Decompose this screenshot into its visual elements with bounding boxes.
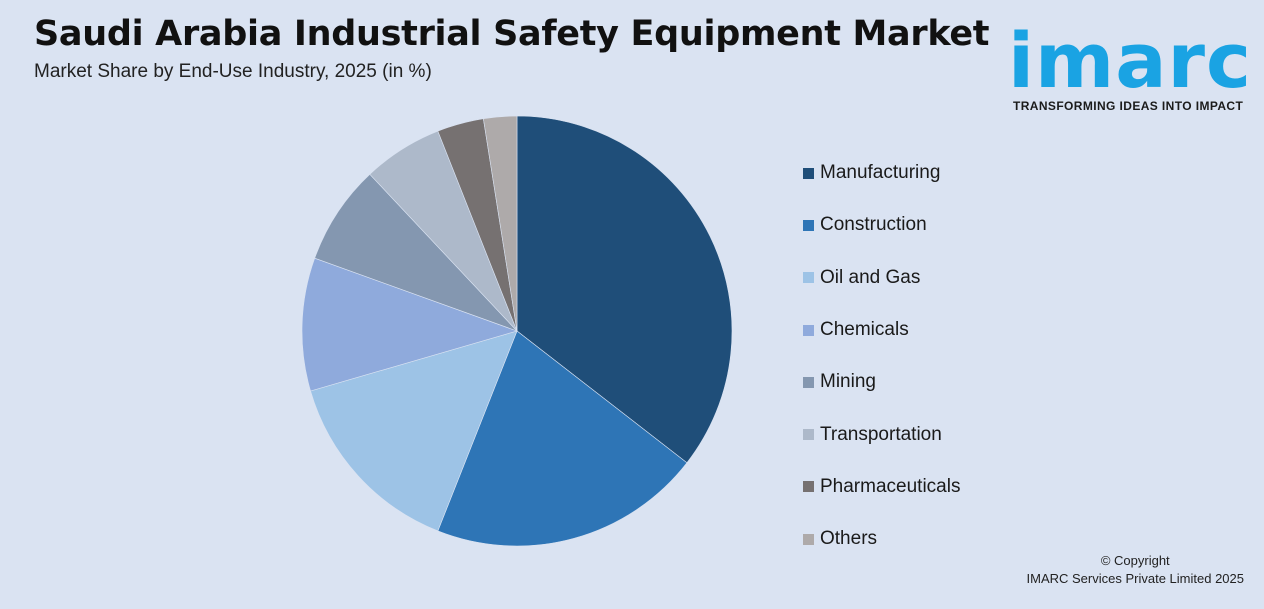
legend-item-manufacturing: Manufacturing bbox=[803, 147, 960, 199]
legend-swatch bbox=[803, 376, 814, 388]
legend-swatch bbox=[803, 272, 814, 284]
pie-slice-chemicals bbox=[301, 257, 518, 392]
legend-label: Construction bbox=[820, 214, 927, 236]
legend-label: Others bbox=[820, 528, 878, 550]
legend-swatch bbox=[803, 219, 814, 231]
legend-label: Pharmaceuticals bbox=[820, 475, 961, 497]
copyright-line-1: © Copyright bbox=[1100, 553, 1170, 568]
pie-slice-manufacturing bbox=[516, 115, 733, 464]
pie-slice-construction bbox=[437, 330, 688, 547]
legend-item-pharmaceuticals: Pharmaceuticals bbox=[803, 461, 960, 513]
legend-swatch bbox=[803, 429, 814, 441]
legend-label: Manufacturing bbox=[820, 162, 941, 184]
legend-swatch bbox=[803, 481, 814, 493]
legend-item-transportation: Transportation bbox=[803, 408, 960, 460]
chart-legend: Manufacturing Construction Oil and Gas Chem… bbox=[803, 147, 960, 565]
chart-title: Saudi Arabia Industrial Safety Equipment… bbox=[34, 14, 990, 54]
legend-label: Mining bbox=[820, 371, 876, 393]
legend-item-others: Others bbox=[803, 513, 960, 565]
pie-slice-oil-and-gas bbox=[310, 330, 518, 532]
pie-slice-mining bbox=[314, 173, 518, 332]
legend-swatch bbox=[803, 167, 814, 179]
pie-slice-others bbox=[483, 115, 518, 332]
legend-item-construction: Construction bbox=[803, 199, 960, 251]
legend-label: Chemicals bbox=[820, 319, 909, 341]
copyright-notice: © Copyright IMARC Services Private Limit… bbox=[1027, 552, 1244, 588]
legend-swatch bbox=[803, 324, 814, 336]
imarc-logo: imarc TRANSFORMING IDEAS INTO IMPACT bbox=[1008, 10, 1254, 120]
legend-item-chemicals: Chemicals bbox=[803, 304, 960, 356]
logo-wordmark: imarc bbox=[1008, 16, 1253, 105]
legend-item-oil-and-gas: Oil and Gas bbox=[803, 252, 960, 304]
legend-item-mining: Mining bbox=[803, 356, 960, 408]
legend-label: Transportation bbox=[820, 423, 942, 445]
legend-label: Oil and Gas bbox=[820, 266, 921, 288]
chart-subtitle: Market Share by End-Use Industry, 2025 (… bbox=[34, 61, 432, 82]
copyright-line-2: IMARC Services Private Limited 2025 bbox=[1026, 571, 1244, 586]
legend-swatch bbox=[803, 533, 814, 545]
logo-tagline: TRANSFORMING IDEAS INTO IMPACT bbox=[1013, 99, 1244, 113]
